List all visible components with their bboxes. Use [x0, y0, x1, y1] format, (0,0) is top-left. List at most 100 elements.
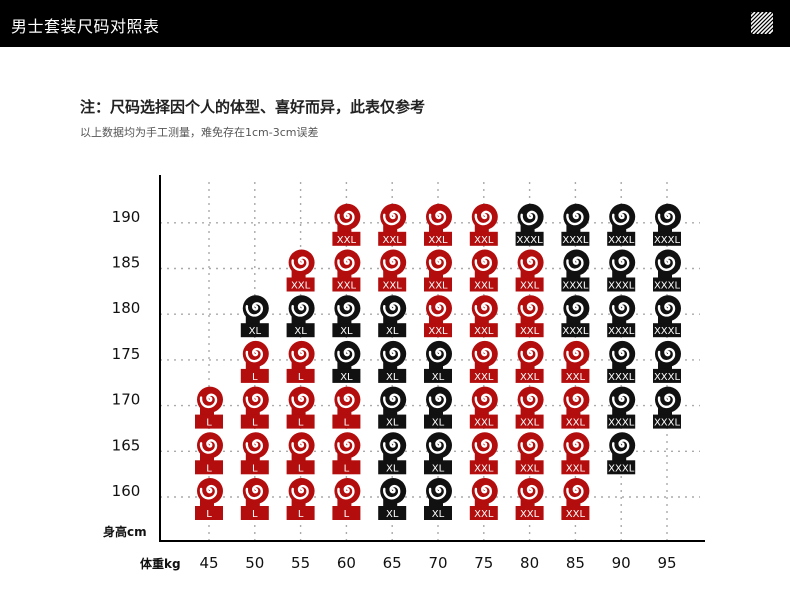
size-mark: XXXL — [653, 340, 681, 383]
size-mark: XXXL — [653, 203, 681, 246]
size-label: XXL — [474, 281, 494, 292]
size-label: XL — [294, 326, 307, 337]
size-mark: XXXL — [607, 432, 636, 475]
size-mark: XXL — [469, 340, 498, 383]
size-label: XXXL — [562, 235, 589, 246]
y-tick-label: 190 — [112, 208, 141, 226]
size-label: L — [252, 463, 258, 474]
size-label: XXXL — [654, 418, 681, 429]
size-label: XXL — [383, 281, 403, 292]
size-label: XXL — [383, 235, 403, 246]
size-mark: XL — [378, 340, 407, 383]
size-label: XXXL — [562, 326, 589, 337]
size-mark: XL — [378, 295, 407, 338]
size-label: L — [298, 509, 304, 520]
size-label: XXL — [474, 463, 494, 474]
size-mark: XXL — [424, 295, 452, 338]
y-tick-label: 160 — [112, 482, 141, 500]
size-label: XL — [249, 326, 262, 337]
x-tick-label: 60 — [337, 554, 356, 572]
size-mark: L — [240, 340, 269, 383]
x-tick-label: 75 — [474, 554, 493, 572]
size-mark: XXXL — [607, 340, 636, 383]
size-mark: L — [195, 478, 223, 520]
size-label: XL — [386, 418, 399, 429]
size-mark: XL — [240, 295, 269, 338]
size-label: XXL — [566, 372, 586, 383]
size-label: XXL — [520, 281, 540, 292]
size-mark: XXXL — [607, 386, 636, 429]
size-label: XL — [340, 372, 353, 383]
size-label: XXXL — [517, 235, 544, 246]
size-label: XXL — [428, 235, 448, 246]
size-label: XXXL — [608, 372, 635, 383]
x-tick-label: 95 — [657, 554, 676, 572]
size-label: XXL — [474, 235, 494, 246]
size-label: XL — [340, 326, 353, 337]
size-mark: XL — [332, 340, 361, 383]
y-tick-label: 175 — [112, 345, 141, 363]
size-mark: XXL — [469, 386, 498, 429]
y-tick-label: 180 — [112, 299, 141, 317]
size-mark: XXXL — [561, 249, 590, 292]
size-mark: XXL — [561, 432, 590, 475]
size-label: L — [252, 372, 258, 383]
size-label: XXL — [337, 281, 357, 292]
size-label: XL — [432, 418, 445, 429]
size-mark: XL — [378, 386, 407, 429]
size-label: XXL — [291, 281, 311, 292]
size-label: L — [206, 418, 212, 429]
size-mark: XXL — [332, 249, 361, 292]
size-mark: XXL — [561, 340, 590, 383]
size-label: XXXL — [654, 235, 681, 246]
striped-square-icon — [751, 12, 773, 34]
size-mark: XL — [378, 478, 407, 520]
size-mark: XXL — [515, 295, 544, 338]
chart-grid — [160, 182, 700, 541]
size-mark: XL — [424, 386, 452, 429]
size-mark: XXXL — [607, 295, 636, 338]
size-label: L — [252, 509, 258, 520]
size-mark: XXL — [469, 295, 498, 338]
size-mark: XXL — [424, 203, 452, 246]
size-label: XL — [386, 326, 399, 337]
size-mark: XXL — [515, 478, 544, 520]
size-mark: L — [286, 432, 315, 475]
size-mark: XXXL — [607, 249, 636, 292]
size-mark: XXL — [515, 249, 544, 292]
size-label: XL — [386, 372, 399, 383]
size-label: L — [298, 372, 304, 383]
size-mark: L — [332, 432, 361, 475]
size-mark: XXXL — [561, 203, 590, 246]
size-mark: XXL — [469, 249, 498, 292]
x-tick-label: 55 — [291, 554, 310, 572]
size-label: XXL — [520, 509, 540, 520]
size-mark: L — [332, 478, 361, 520]
size-mark: XXL — [469, 478, 498, 520]
size-label: L — [206, 463, 212, 474]
size-label: XXXL — [608, 326, 635, 337]
note-title: 注：尺码选择因个人的体型、喜好而异，此表仅参考 — [80, 98, 426, 116]
x-tick-label: 50 — [245, 554, 264, 572]
x-tick-label: 90 — [612, 554, 631, 572]
size-mark: XXXL — [607, 203, 636, 246]
size-label: XXL — [428, 281, 448, 292]
y-tick-label: 185 — [112, 254, 141, 272]
size-label: XXXL — [608, 463, 635, 474]
size-mark: L — [240, 432, 269, 475]
size-mark: XXL — [561, 386, 590, 429]
size-label: XXXL — [562, 281, 589, 292]
size-label: L — [344, 509, 350, 520]
y-tick-label: 170 — [112, 391, 141, 409]
size-label: XL — [386, 509, 399, 520]
size-mark: XXXL — [653, 249, 681, 292]
size-label: L — [344, 418, 350, 429]
size-mark: XXL — [424, 249, 452, 292]
size-label: L — [298, 463, 304, 474]
size-mark: L — [332, 386, 361, 429]
size-label: XXXL — [608, 418, 635, 429]
size-label: XXL — [566, 418, 586, 429]
size-mark: XXXL — [561, 295, 590, 338]
note-subtitle: 以上数据均为手工测量，难免存在1cm-3cm误差 — [80, 126, 319, 139]
